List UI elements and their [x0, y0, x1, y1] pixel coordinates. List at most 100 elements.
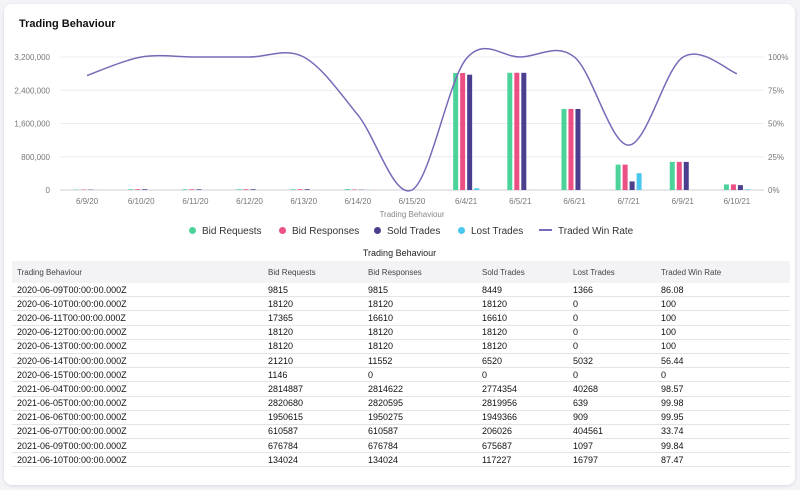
chart-legend: Bid Requests Bid Responses Sold Trades Lost…	[4, 226, 795, 240]
legend-item-bid-responses[interactable]: Bid Responses	[279, 226, 359, 237]
table-row: 2021-06-04T00:00:00.000Z 2814887 2814622 27…	[12, 381, 790, 397]
cell-bid-requests: 18120	[268, 325, 368, 340]
legend-label: Lost Trades	[471, 226, 524, 237]
bar-sold-trades	[196, 189, 202, 190]
table-row: 2021-06-09T00:00:00.000Z 676784 676784 6756…	[12, 438, 790, 454]
x-tick-label: 6/10/20	[128, 197, 155, 206]
legend-label: Bid Requests	[202, 226, 262, 237]
cell-sold-trades: 2774354	[482, 381, 573, 397]
y-tick-label: 1,600,000	[14, 120, 50, 129]
legend-marker	[279, 226, 286, 234]
cell-lost-trades: 40268	[573, 381, 661, 397]
bar-sold-trades	[142, 189, 148, 190]
cell-sold-trades: 1949366	[482, 410, 573, 425]
x-tick-label: 6/6/21	[563, 197, 586, 206]
cell-sold-trades: 206026	[482, 424, 573, 440]
cell-sold-trades: 6520	[482, 353, 573, 369]
cell-bid-requests: 1146	[268, 367, 368, 383]
cell-bid-requests: 2820680	[268, 396, 368, 411]
legend-label: Traded Win Rate	[558, 226, 634, 237]
table-body: 2020-06-09T00:00:00.000Z 9815 9815 8449 1366…	[12, 283, 790, 468]
header-trading-behaviour[interactable]: Trading Behaviour	[12, 261, 268, 283]
trading-table: Trading Behaviour Bid Requests Bid Respo…	[12, 261, 790, 468]
legend-item-traded-win-rate[interactable]: Traded Win Rate	[539, 226, 633, 237]
y-tick-label: 2,400,000	[14, 86, 50, 95]
cell-date: 2021-06-07T00:00:00.000Z	[12, 424, 268, 440]
y2-tick-label: 50%	[768, 120, 784, 129]
cell-traded-win-rate: 100	[661, 325, 790, 340]
cell-traded-win-rate: 100	[661, 339, 790, 354]
header-lost-trades[interactable]: Lost Trades	[573, 261, 661, 283]
cell-sold-trades: 675687	[482, 438, 573, 454]
cell-traded-win-rate: 99.98	[661, 396, 790, 411]
cell-lost-trades: 0	[573, 310, 661, 326]
cell-traded-win-rate: 86.08	[661, 283, 790, 298]
cell-lost-trades: 0	[573, 325, 661, 340]
cell-traded-win-rate: 100	[661, 296, 790, 312]
cell-bid-responses: 18120	[368, 339, 482, 354]
bar-sold-trades	[629, 181, 635, 190]
cell-bid-responses: 610587	[368, 424, 482, 440]
cell-bid-requests: 610587	[268, 424, 368, 440]
bar-sold-trades	[521, 72, 527, 190]
bar-sold-trades	[467, 74, 473, 190]
cell-date: 2021-06-05T00:00:00.000Z	[12, 396, 268, 411]
cell-traded-win-rate: 56.44	[661, 353, 790, 369]
cell-lost-trades: 1366	[573, 283, 661, 298]
cell-lost-trades: 16797	[573, 452, 661, 468]
cell-date: 2020-06-10T00:00:00.000Z	[12, 296, 268, 312]
x-tick-label: 6/15/20	[399, 197, 426, 206]
legend-item-lost-trades[interactable]: Lost Trades	[458, 226, 523, 237]
table-header-row: Trading Behaviour Bid Requests Bid Respo…	[12, 261, 790, 283]
bar-sold-trades	[250, 189, 256, 190]
table-row: 2021-06-06T00:00:00.000Z 1950615 1950275 19…	[12, 410, 790, 425]
cell-date: 2021-06-04T00:00:00.000Z	[12, 381, 268, 397]
x-tick-label: 6/13/20	[290, 197, 317, 206]
cell-traded-win-rate: 33.74	[661, 424, 790, 440]
cell-date: 2020-06-14T00:00:00.000Z	[12, 353, 268, 369]
x-tick-label: 6/10/21	[724, 197, 751, 206]
cell-bid-requests: 1950615	[268, 410, 368, 425]
cell-bid-requests: 9815	[268, 283, 368, 298]
legend-label: Sold Trades	[387, 226, 441, 237]
bar-bid-requests	[723, 184, 729, 190]
x-tick-label: 6/9/21	[672, 197, 695, 206]
bar-sold-trades	[304, 189, 310, 190]
bar-bid-requests	[290, 189, 296, 190]
table-row: 2020-06-10T00:00:00.000Z 18120 18120 18120 0…	[12, 296, 790, 312]
legend-item-bid-requests[interactable]: Bid Requests	[189, 226, 261, 237]
legend-item-sold-trades[interactable]: Sold Trades	[374, 226, 440, 237]
cell-date: 2021-06-09T00:00:00.000Z	[12, 438, 268, 454]
bar-bid-requests	[669, 161, 675, 190]
table-title: Trading Behaviour	[362, 248, 437, 258]
cell-date: 2020-06-11T00:00:00.000Z	[12, 310, 268, 326]
y-tick-label: 800,000	[21, 153, 50, 162]
cell-sold-trades: 18120	[482, 296, 573, 312]
x-tick-label: 6/4/21	[455, 197, 478, 206]
cell-traded-win-rate: 100	[661, 310, 790, 326]
cell-date: 2020-06-09T00:00:00.000Z	[12, 283, 268, 298]
cell-sold-trades: 16610	[482, 310, 573, 326]
cell-bid-responses: 1950275	[368, 410, 482, 425]
legend-marker	[374, 226, 381, 234]
header-bid-requests[interactable]: Bid Requests	[268, 261, 368, 283]
table-row: 2021-06-07T00:00:00.000Z 610587 610587 2060…	[12, 424, 790, 440]
bar-bid-responses	[297, 189, 303, 190]
header-sold-trades[interactable]: Sold Trades	[482, 261, 573, 283]
x-tick-label: 6/7/21	[617, 197, 640, 206]
bar-bid-responses	[460, 73, 466, 190]
legend-label: Bid Responses	[292, 226, 360, 237]
cell-bid-responses: 2820595	[368, 396, 482, 411]
y2-tick-label: 100%	[768, 53, 788, 62]
header-traded-win-rate[interactable]: Traded Win Rate	[661, 261, 790, 283]
cell-traded-win-rate: 98.57	[661, 381, 790, 397]
header-bid-responses[interactable]: Bid Responses	[368, 261, 482, 283]
y-tick-label: 0	[46, 186, 51, 195]
bar-bid-requests	[507, 72, 513, 190]
cell-bid-requests: 18120	[268, 339, 368, 354]
cell-sold-trades: 117227	[482, 452, 573, 468]
cell-bid-responses: 18120	[368, 296, 482, 312]
bar-bid-requests	[561, 108, 567, 190]
bar-bid-responses	[730, 184, 736, 190]
cell-lost-trades: 639	[573, 396, 661, 411]
